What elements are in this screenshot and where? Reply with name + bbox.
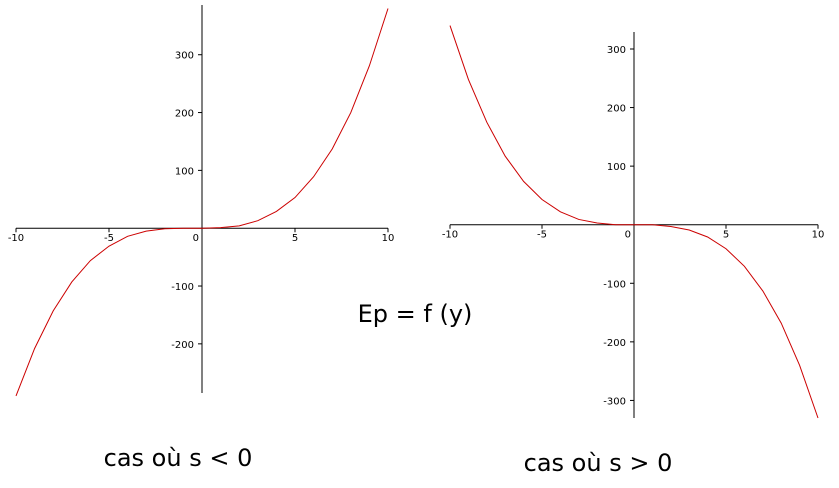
curve <box>449 25 819 419</box>
y-tick-label: -200 <box>603 338 626 349</box>
y-tick-label: -100 <box>171 282 194 293</box>
y-tick-label: 200 <box>607 104 626 115</box>
x-tick-label: 10 <box>812 230 825 241</box>
y-tick-label: 300 <box>175 51 194 62</box>
y-tick-label: 100 <box>607 162 626 173</box>
center-title: Ep = f (y) <box>358 300 473 328</box>
x-tick-label: 0 <box>193 233 199 244</box>
x-tick-label: 5 <box>292 233 298 244</box>
curve <box>15 8 389 397</box>
x-tick-label: -5 <box>537 230 547 241</box>
x-tick-label: 0 <box>625 230 631 241</box>
y-tick-label: -200 <box>171 340 194 351</box>
x-tick-label: -10 <box>442 230 458 241</box>
y-tick-label: 100 <box>175 166 194 177</box>
y-tick-label: 200 <box>175 109 194 120</box>
x-tick-label: 10 <box>382 233 395 244</box>
y-tick-label: 300 <box>607 45 626 56</box>
caption: cas où s < 0 <box>104 444 253 472</box>
y-tick-label: -100 <box>603 279 626 290</box>
y-tick-label: -300 <box>603 396 626 407</box>
caption: cas où s > 0 <box>524 449 673 477</box>
x-tick-label: 5 <box>723 230 729 241</box>
x-tick-label: -10 <box>8 233 24 244</box>
x-tick-label: -5 <box>104 233 114 244</box>
